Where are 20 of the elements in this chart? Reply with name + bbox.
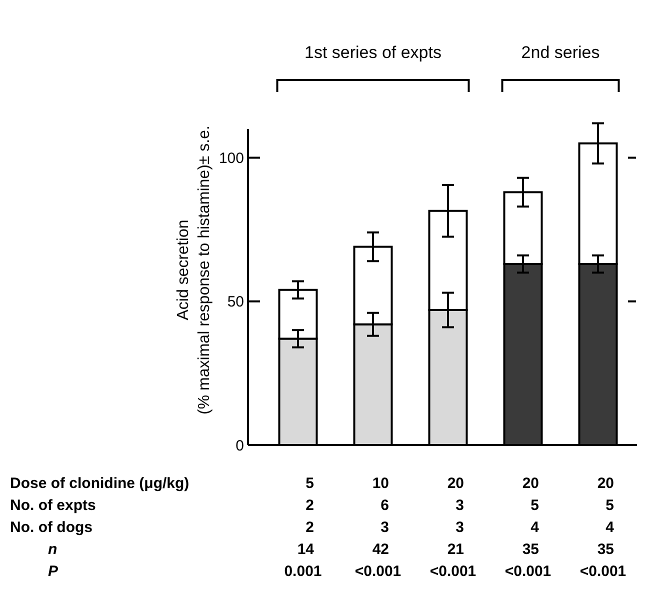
text: No. of expts [10,497,96,514]
text: 0.001 <0.001 <0.001 <0.001 <0.001 [284,563,626,580]
y-tick-label: 0 [236,437,244,454]
text: 1st series of expts [304,43,442,62]
x-tick-label: 10 [372,475,389,492]
y-tick-label: 50 [227,294,244,311]
text: P [48,563,59,580]
x-tick-label: 20 [522,475,539,492]
text: 2 3 3 4 4 [306,519,614,536]
text: 2nd series [521,43,600,62]
y-axis-title: Acid secretion (% maximal response to histamine)± s.e. [175,126,213,414]
text: 14 42 21 35 35 [297,541,614,558]
x-tick-label: 5 [306,475,314,492]
x-axis-title: Dose of clonidine (μg/kg) [10,475,190,492]
x-tick-label: 20 [447,475,464,492]
y-tick-label: 100 [218,150,244,167]
text: n [48,541,58,558]
x-tick-label: 20 [597,475,614,492]
text: No. of dogs [10,519,92,536]
text: 2 6 3 5 5 [306,497,614,514]
